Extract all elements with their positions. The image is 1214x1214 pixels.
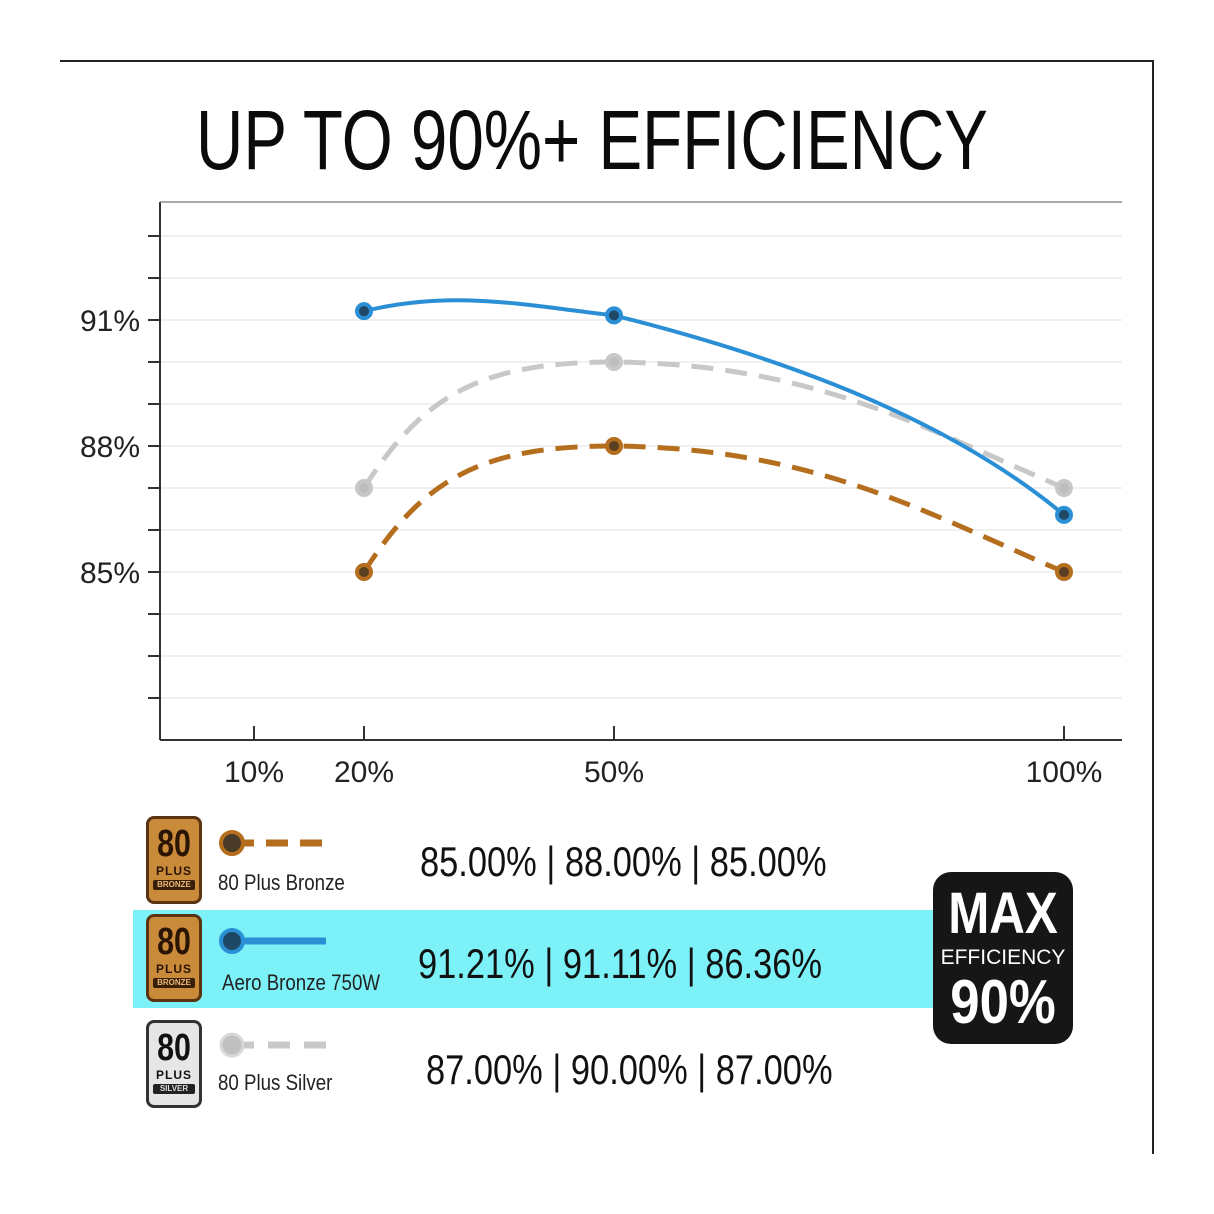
data-point-2: [355, 479, 373, 497]
max-badge-line2: EFFICIENCY: [940, 946, 1066, 969]
legend-row-silver: 80 PLUS SILVER 80 Plus Silver 87.00% | 9…: [0, 1016, 1214, 1114]
y-tick-label: 85%: [80, 557, 140, 590]
legend-row-aero: 80 PLUS BRONZE Aero Bronze 750W 91.21% |…: [0, 910, 1214, 1008]
max-efficiency-badge: MAX EFFICIENCY 90%: [933, 872, 1073, 1044]
aero-line-swatch: [219, 928, 326, 954]
data-point-1: [355, 302, 373, 321]
data-point-1: [605, 306, 623, 325]
data-point-2: [1055, 479, 1073, 497]
legend-name-silver: 80 Plus Silver: [218, 1070, 333, 1095]
chart-title: UP TO 90%+ EFFICIENCY: [196, 93, 988, 187]
silver-values: 87.00% | 90.00% | 87.00%: [426, 1046, 833, 1093]
series-line-2: [361, 359, 1065, 491]
80-plus-bronze-badge: 80 PLUS BRONZE: [146, 816, 202, 904]
series-line-0: [361, 443, 1065, 575]
data-point-1: [1055, 505, 1073, 524]
max-badge-line1: MAX: [948, 881, 1058, 946]
badge-number: 80: [157, 823, 191, 865]
legend-name-bronze: 80 Plus Bronze: [218, 870, 345, 895]
frame-top-border: [60, 60, 1154, 62]
data-point-0: [605, 437, 623, 455]
x-tick-label: 50%: [584, 756, 644, 789]
series-line-1: [363, 298, 1066, 517]
80-plus-silver-badge: 80 PLUS SILVER: [146, 1020, 202, 1108]
badge-tier: BRONZE: [153, 880, 195, 890]
y-tick-label: 88%: [80, 431, 140, 464]
aero-values: 91.21% | 91.11% | 86.36%: [418, 940, 823, 987]
bronze-values: 85.00% | 88.00% | 85.00%: [420, 838, 827, 885]
badge-plus: PLUS: [155, 1068, 192, 1082]
legend-row-bronze: 80 PLUS BRONZE 80 Plus Bronze 85.00% | 8…: [0, 812, 1214, 910]
frame-right-border: [1152, 60, 1154, 1154]
data-point-0: [1055, 563, 1073, 581]
bronze-line-swatch: [219, 830, 326, 856]
y-tick-label: 91%: [80, 305, 140, 338]
data-point-2: [605, 353, 623, 371]
legend-name-aero: Aero Bronze 750W: [222, 970, 380, 995]
badge-plus: PLUS: [155, 962, 192, 976]
silver-line-swatch: [219, 1032, 326, 1058]
efficiency-chart: 91% 88% 85% 10% 20% 50% 100%: [80, 201, 1122, 789]
badge-tier: SILVER: [153, 1084, 195, 1094]
x-tick-label: 20%: [334, 756, 394, 789]
x-tick-label: 100%: [1026, 756, 1103, 789]
badge-tier: BRONZE: [153, 978, 195, 988]
80-plus-bronze-badge-aero: 80 PLUS BRONZE: [146, 914, 202, 1002]
badge-number: 80: [157, 921, 191, 963]
badge-plus: PLUS: [155, 864, 192, 878]
badge-number: 80: [157, 1027, 191, 1069]
x-tick-label: 10%: [224, 756, 284, 789]
legend-row-aero-highlight: [133, 910, 933, 1008]
max-badge-line3: 90%: [950, 968, 1056, 1037]
data-point-0: [355, 563, 373, 581]
